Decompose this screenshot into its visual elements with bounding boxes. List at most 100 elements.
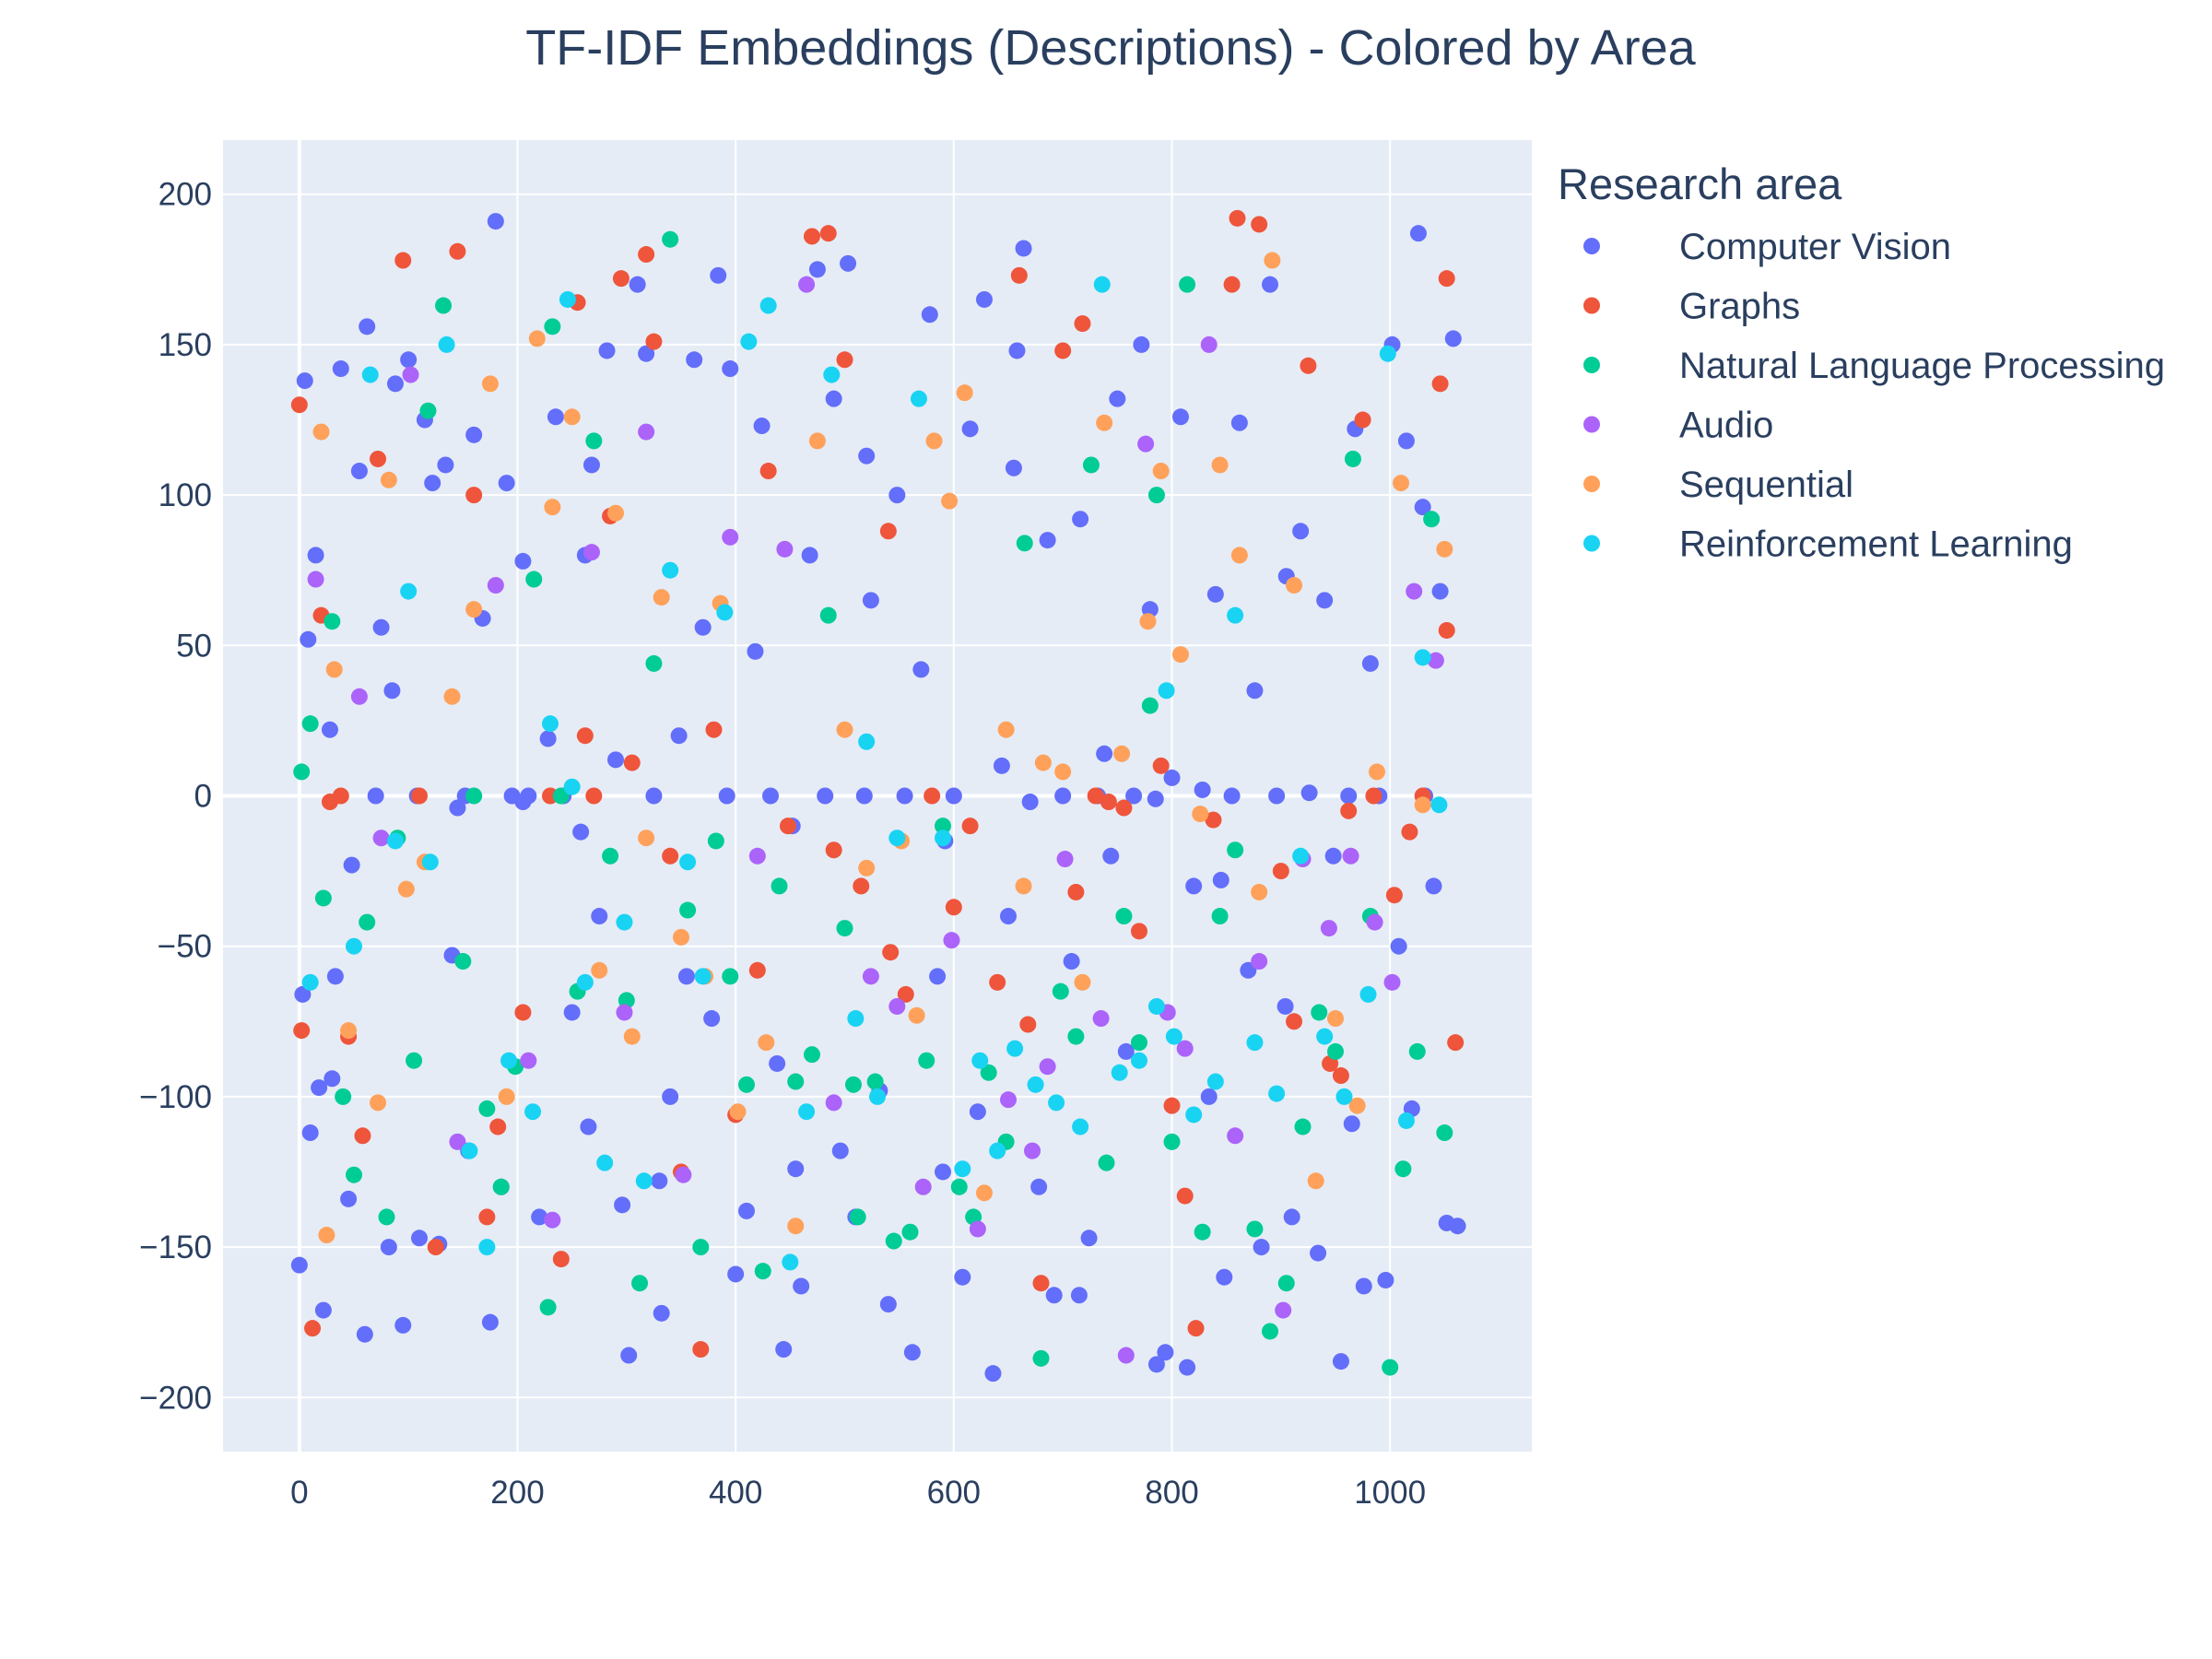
data-point	[1348, 1097, 1366, 1114]
data-point	[1253, 1239, 1270, 1256]
data-point	[1406, 582, 1423, 600]
data-point	[1343, 1115, 1360, 1133]
data-point	[993, 757, 1010, 774]
data-point	[607, 751, 624, 769]
data-point	[1157, 1344, 1174, 1361]
data-point	[748, 961, 766, 979]
data-point	[386, 832, 404, 850]
data-point	[1211, 456, 1229, 474]
data-point	[563, 408, 581, 426]
data-point	[935, 1163, 951, 1181]
data-point	[614, 1196, 631, 1214]
data-point	[293, 763, 311, 781]
data-point	[677, 968, 695, 985]
legend-marker	[1583, 297, 1600, 314]
legend-marker	[1583, 357, 1600, 373]
data-point	[411, 787, 428, 805]
data-point	[718, 787, 735, 805]
data-point	[1045, 1287, 1063, 1304]
data-point	[1152, 463, 1170, 480]
data-point	[1409, 225, 1427, 242]
data-point	[969, 1103, 986, 1121]
data-point	[1206, 585, 1224, 603]
data-point	[1176, 1187, 1194, 1205]
data-point	[1286, 1013, 1303, 1030]
legend-marker	[1583, 238, 1600, 254]
x-tick-label: 1000	[1354, 1475, 1426, 1511]
data-point	[969, 1220, 986, 1238]
data-point	[1423, 511, 1441, 528]
data-point	[808, 261, 826, 278]
data-point	[301, 973, 319, 991]
legend-item[interactable]: Natural Language Processing	[1583, 346, 2165, 386]
data-point	[465, 487, 483, 504]
data-point	[520, 1052, 537, 1069]
series-graphs	[290, 209, 1465, 1359]
data-point	[346, 1166, 362, 1183]
data-point	[1394, 1160, 1412, 1178]
data-point	[1431, 582, 1449, 600]
data-point	[312, 423, 330, 441]
data-point	[929, 968, 947, 985]
data-point	[547, 408, 564, 426]
data-point	[531, 1208, 548, 1226]
data-point	[318, 1227, 335, 1244]
legend-item[interactable]: Computer Vision	[1583, 227, 1951, 267]
y-tick-label: 200	[159, 177, 212, 213]
data-point	[1246, 1034, 1264, 1052]
data-point	[935, 830, 951, 847]
data-point	[629, 276, 646, 293]
data-point	[340, 1190, 358, 1207]
data-point	[740, 333, 758, 350]
data-point	[332, 360, 349, 378]
data-point	[847, 1010, 865, 1028]
data-point	[1010, 266, 1028, 284]
data-point	[1361, 654, 1379, 672]
data-point	[449, 242, 466, 260]
data-point	[941, 492, 959, 510]
data-point	[1072, 511, 1089, 528]
data-point	[1444, 330, 1462, 347]
data-point	[686, 351, 703, 369]
data-point	[1310, 1244, 1327, 1262]
data-point	[748, 847, 766, 865]
legend-item[interactable]: Sequential	[1583, 465, 1853, 505]
series-natural-language-processing	[293, 230, 1453, 1376]
data-point	[801, 547, 818, 564]
data-point	[638, 423, 655, 441]
y-tick-label: 50	[176, 628, 212, 664]
legend-item[interactable]: Reinforcement Learning	[1583, 524, 2073, 565]
data-point	[1171, 408, 1189, 426]
y-axis: 200 150 100 50 0 −50 −100 −150 −200	[139, 177, 212, 1417]
y-tick-label: −100	[139, 1079, 212, 1115]
data-point	[793, 1277, 810, 1295]
x-tick-label: 800	[1145, 1475, 1198, 1511]
data-point	[1141, 697, 1159, 714]
data-point	[1316, 1028, 1334, 1045]
data-point	[612, 270, 629, 288]
data-point	[722, 360, 739, 378]
x-tick-label: 400	[709, 1475, 762, 1511]
legend-label: Graphs	[1679, 287, 1800, 327]
data-point	[394, 252, 412, 269]
data-point	[1056, 851, 1074, 868]
data-point	[853, 877, 870, 895]
data-point	[1335, 1088, 1353, 1105]
data-point	[290, 396, 308, 414]
data-point	[372, 830, 390, 847]
series-computer-vision	[290, 213, 1466, 1382]
data-point	[1230, 547, 1248, 564]
data-point	[326, 968, 344, 985]
data-point	[1292, 523, 1310, 540]
data-point	[438, 335, 455, 353]
series-audio	[307, 276, 1444, 1364]
data-point	[921, 306, 938, 324]
legend-label: Computer Vision	[1679, 227, 1951, 267]
legend-item[interactable]: Audio	[1583, 406, 1773, 446]
legend-item[interactable]: Graphs	[1583, 287, 1800, 327]
data-point	[1139, 613, 1157, 630]
data-point	[1015, 877, 1032, 895]
data-point	[525, 571, 543, 588]
data-point	[759, 463, 777, 480]
